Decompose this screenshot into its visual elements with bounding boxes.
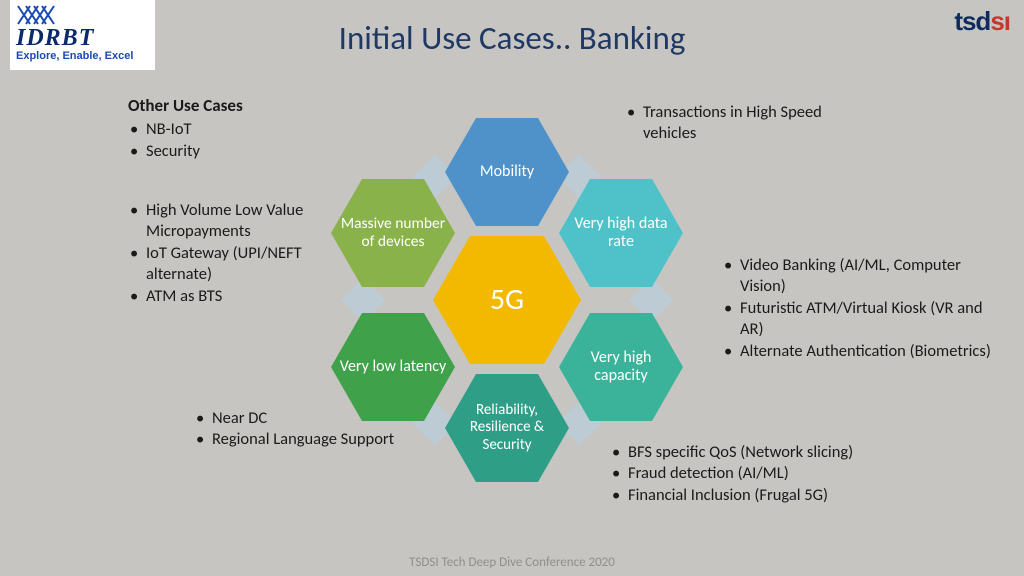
massive-list-block: High Volume Low Value MicropaymentsIoT G… bbox=[128, 200, 353, 307]
list-item: High Volume Low Value Micropayments bbox=[128, 200, 353, 243]
massive-list: High Volume Low Value MicropaymentsIoT G… bbox=[128, 200, 353, 307]
latency-list-block: Near DCRegional Language Support bbox=[194, 408, 454, 451]
list-item: Alternate Authentication (Biometrics) bbox=[722, 341, 1007, 362]
list-item: Financial Inclusion (Frugal 5G) bbox=[610, 485, 950, 506]
page-title: Initial Use Cases.. Banking bbox=[0, 18, 1024, 58]
list-item: Video Banking (AI/ML, Computer Vision) bbox=[722, 255, 1007, 298]
latency-list: Near DCRegional Language Support bbox=[194, 408, 454, 451]
datarate-capacity-list-block: Video Banking (AI/ML, Computer Vision)Fu… bbox=[722, 255, 1007, 362]
list-item: Fraud detection (AI/ML) bbox=[610, 463, 950, 484]
list-item: Futuristic ATM/Virtual Kiosk (VR and AR) bbox=[722, 298, 1007, 341]
list-item: Regional Language Support bbox=[194, 429, 454, 450]
other-use-cases-list: NB-IoTSecurity bbox=[128, 119, 338, 162]
list-item: Near DC bbox=[194, 408, 454, 429]
list-item: BFS specific QoS (Network slicing) bbox=[610, 442, 950, 463]
mobility-list: Transactions in High Speed vehicles bbox=[625, 102, 855, 145]
datarate-capacity-list: Video Banking (AI/ML, Computer Vision)Fu… bbox=[722, 255, 1007, 362]
other-use-cases-block: Other Use Cases NB-IoTSecurity bbox=[128, 95, 338, 162]
list-item: Security bbox=[128, 141, 338, 162]
mobility-list-block: Transactions in High Speed vehicles bbox=[625, 102, 855, 145]
list-item: IoT Gateway (UPI/NEFT alternate) bbox=[128, 243, 353, 286]
list-item: ATM as BTS bbox=[128, 286, 353, 307]
reliability-list: BFS specific QoS (Network slicing)Fraud … bbox=[610, 442, 950, 506]
footer-text: TSDSI Tech Deep Dive Conference 2020 bbox=[0, 555, 1024, 570]
reliability-list-block: BFS specific QoS (Network slicing)Fraud … bbox=[610, 442, 950, 506]
list-item: Transactions in High Speed vehicles bbox=[625, 102, 855, 145]
other-use-cases-heading: Other Use Cases bbox=[128, 95, 338, 117]
list-item: NB-IoT bbox=[128, 119, 338, 140]
